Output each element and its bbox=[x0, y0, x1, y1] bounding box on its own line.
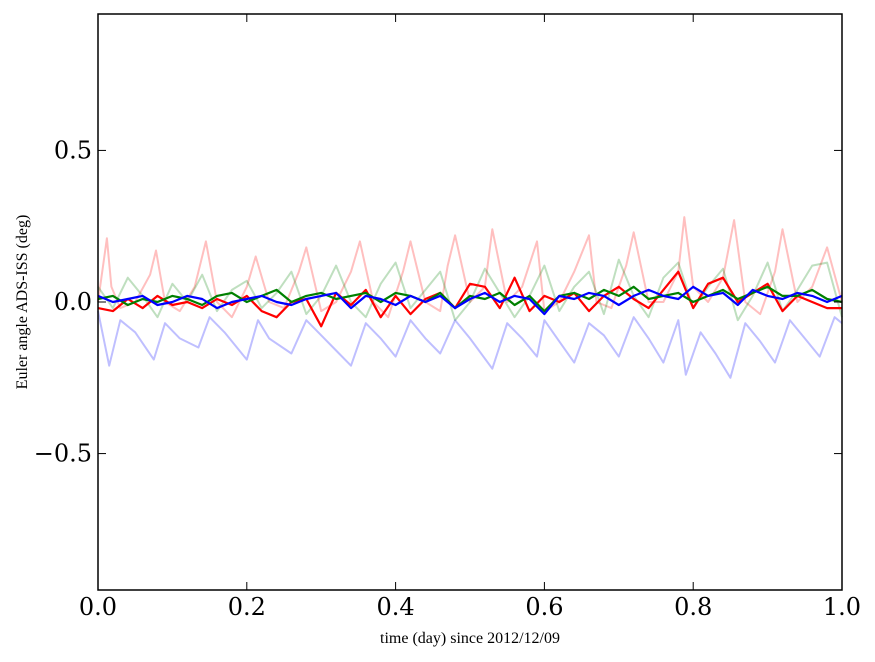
series-line-5 bbox=[97, 285, 843, 313]
y-tick-label: 0.0 bbox=[54, 288, 92, 316]
x-tick-label: 0.0 bbox=[79, 593, 117, 621]
x-axis-label: time (day) since 2012/12/09 bbox=[380, 630, 560, 647]
x-tick-label: 0.6 bbox=[525, 593, 563, 621]
series-layer bbox=[97, 216, 843, 379]
plot-frame bbox=[97, 13, 843, 591]
series-line-6 bbox=[97, 285, 843, 316]
series-line-4 bbox=[97, 270, 842, 328]
x-tick-label: 1.0 bbox=[823, 593, 861, 621]
y-tick-label: 0.5 bbox=[54, 136, 92, 164]
x-tick-label: 0.8 bbox=[674, 593, 712, 621]
series-line-1 bbox=[97, 216, 843, 319]
x-tick-label: 0.2 bbox=[228, 593, 266, 621]
y-tick-label: −0.5 bbox=[34, 440, 92, 468]
tick-layer: 0.0 0.2 0.4 0.6 0.8 1.0 −0.5 0.0 0.5 bbox=[34, 14, 861, 621]
y-axis-label: Euler angle ADS-ISS (deg) bbox=[14, 215, 31, 390]
series-line-3 bbox=[97, 310, 843, 379]
series-line-2 bbox=[97, 258, 843, 322]
x-tick-label: 0.4 bbox=[377, 593, 415, 621]
